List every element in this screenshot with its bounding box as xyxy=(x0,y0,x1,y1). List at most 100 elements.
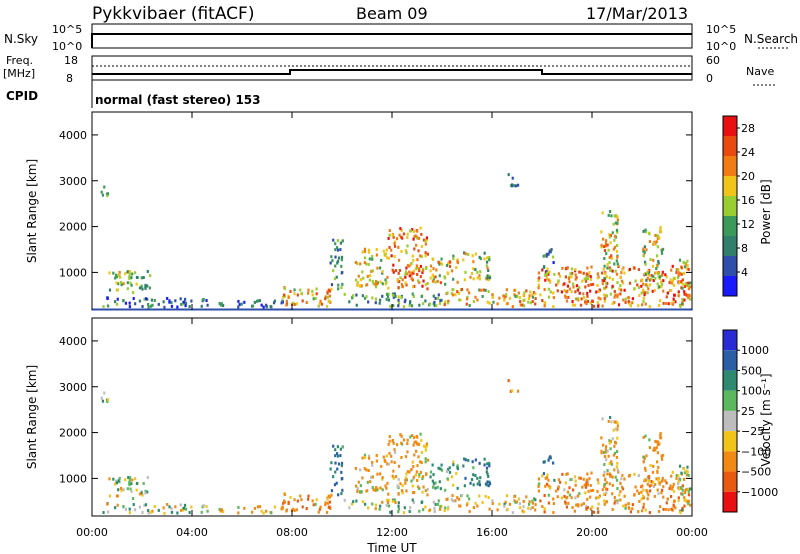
power-cell xyxy=(516,295,519,299)
velocity-cell xyxy=(183,503,187,507)
velocity-cell xyxy=(387,462,390,466)
power-cell xyxy=(654,277,657,281)
power-cell xyxy=(460,287,464,291)
velocity-cell xyxy=(607,419,610,423)
power-cell xyxy=(371,269,374,273)
velocity-cell xyxy=(566,472,569,476)
velocity-cell xyxy=(623,494,626,498)
velocity-cell xyxy=(619,490,622,494)
power-cell xyxy=(605,281,608,285)
velocity-cell xyxy=(657,440,660,444)
power-cell xyxy=(435,304,438,308)
power-cell xyxy=(393,244,397,248)
power-cell xyxy=(654,233,657,237)
power-cell xyxy=(624,300,627,304)
power-cell xyxy=(646,291,649,295)
velocity-ylabel: Slant Range [km] xyxy=(25,365,39,469)
velocity-cell xyxy=(649,464,652,468)
power-cell xyxy=(510,184,513,188)
velocity-cell xyxy=(515,500,519,504)
velocity-cell xyxy=(462,464,465,468)
power-cell xyxy=(283,287,286,291)
power-cell xyxy=(412,237,415,241)
velocity-cell xyxy=(280,507,283,511)
velocity-cell xyxy=(328,505,331,509)
x-tick-label: 04:00 xyxy=(176,526,208,539)
velocity-cell xyxy=(478,494,481,498)
velocity-cell xyxy=(611,508,614,512)
power-cell xyxy=(543,304,546,308)
power-cell xyxy=(570,267,574,271)
power-cell xyxy=(273,299,276,303)
velocity-cell xyxy=(534,503,537,507)
power-cell xyxy=(114,300,117,304)
power-cell xyxy=(428,302,432,306)
power-cell xyxy=(419,264,423,268)
power-cell xyxy=(584,300,587,304)
power-cell xyxy=(463,278,466,282)
velocity-cell xyxy=(670,507,673,511)
velocity-cell xyxy=(432,500,435,504)
velocity-cell xyxy=(620,485,624,489)
velocity-cell xyxy=(642,460,645,464)
velocity-cell xyxy=(431,485,435,489)
velocity-cell xyxy=(557,485,560,489)
power-cell xyxy=(456,261,460,265)
velocity-cell xyxy=(326,497,329,501)
power-cell xyxy=(662,289,665,293)
power-cell xyxy=(300,292,304,296)
velocity-colorbar-band xyxy=(723,451,737,472)
velocity-cell xyxy=(647,493,650,497)
power-cell xyxy=(466,295,469,299)
power-cell xyxy=(597,296,600,300)
velocity-cell xyxy=(412,475,416,479)
power-cell xyxy=(615,249,618,253)
velocity-cell xyxy=(106,398,110,402)
velocity-cell xyxy=(363,456,367,460)
power-cell xyxy=(505,288,509,292)
velocity-colorbar-tick-label: −25 xyxy=(741,425,764,438)
power-cell xyxy=(606,263,609,267)
velocity-cell xyxy=(440,468,444,472)
velocity-cell xyxy=(568,486,571,490)
power-cell xyxy=(575,297,578,301)
velocity-cell xyxy=(603,485,606,489)
power-cell xyxy=(608,261,611,265)
velocity-cell xyxy=(644,508,647,512)
power-cell xyxy=(568,287,571,291)
velocity-cell xyxy=(400,441,403,445)
power-cell xyxy=(354,278,358,282)
velocity-cell xyxy=(597,502,600,506)
velocity-cell xyxy=(135,488,138,492)
power-cell xyxy=(660,273,664,277)
power-cell xyxy=(615,228,619,232)
velocity-cell xyxy=(483,463,486,467)
power-cell xyxy=(642,249,645,253)
velocity-cell xyxy=(616,468,619,472)
velocity-cell xyxy=(631,507,634,511)
power-colorbar-band xyxy=(723,176,737,196)
velocity-cell xyxy=(283,493,286,497)
velocity-cell xyxy=(128,511,131,515)
power-cell xyxy=(681,282,684,286)
velocity-cell xyxy=(391,439,394,443)
velocity-cell xyxy=(672,503,675,507)
power-cell xyxy=(411,292,414,296)
velocity-cell xyxy=(393,450,397,454)
velocity-cell xyxy=(134,477,137,481)
power-cell xyxy=(416,236,419,240)
power-cell xyxy=(681,278,684,282)
power-cell xyxy=(474,252,477,256)
power-cell xyxy=(415,243,418,247)
power-cell xyxy=(456,258,459,262)
power-cell xyxy=(182,300,186,304)
power-cell xyxy=(582,271,585,275)
velocity-cell xyxy=(538,482,541,486)
velocity-cell xyxy=(206,509,209,513)
velocity-colorbar-tick-label: −1000 xyxy=(741,486,778,499)
velocity-cell xyxy=(418,509,421,513)
power-cell xyxy=(371,296,374,300)
velocity-cell xyxy=(488,480,491,484)
velocity-cell xyxy=(222,510,225,514)
power-cell xyxy=(677,294,680,298)
